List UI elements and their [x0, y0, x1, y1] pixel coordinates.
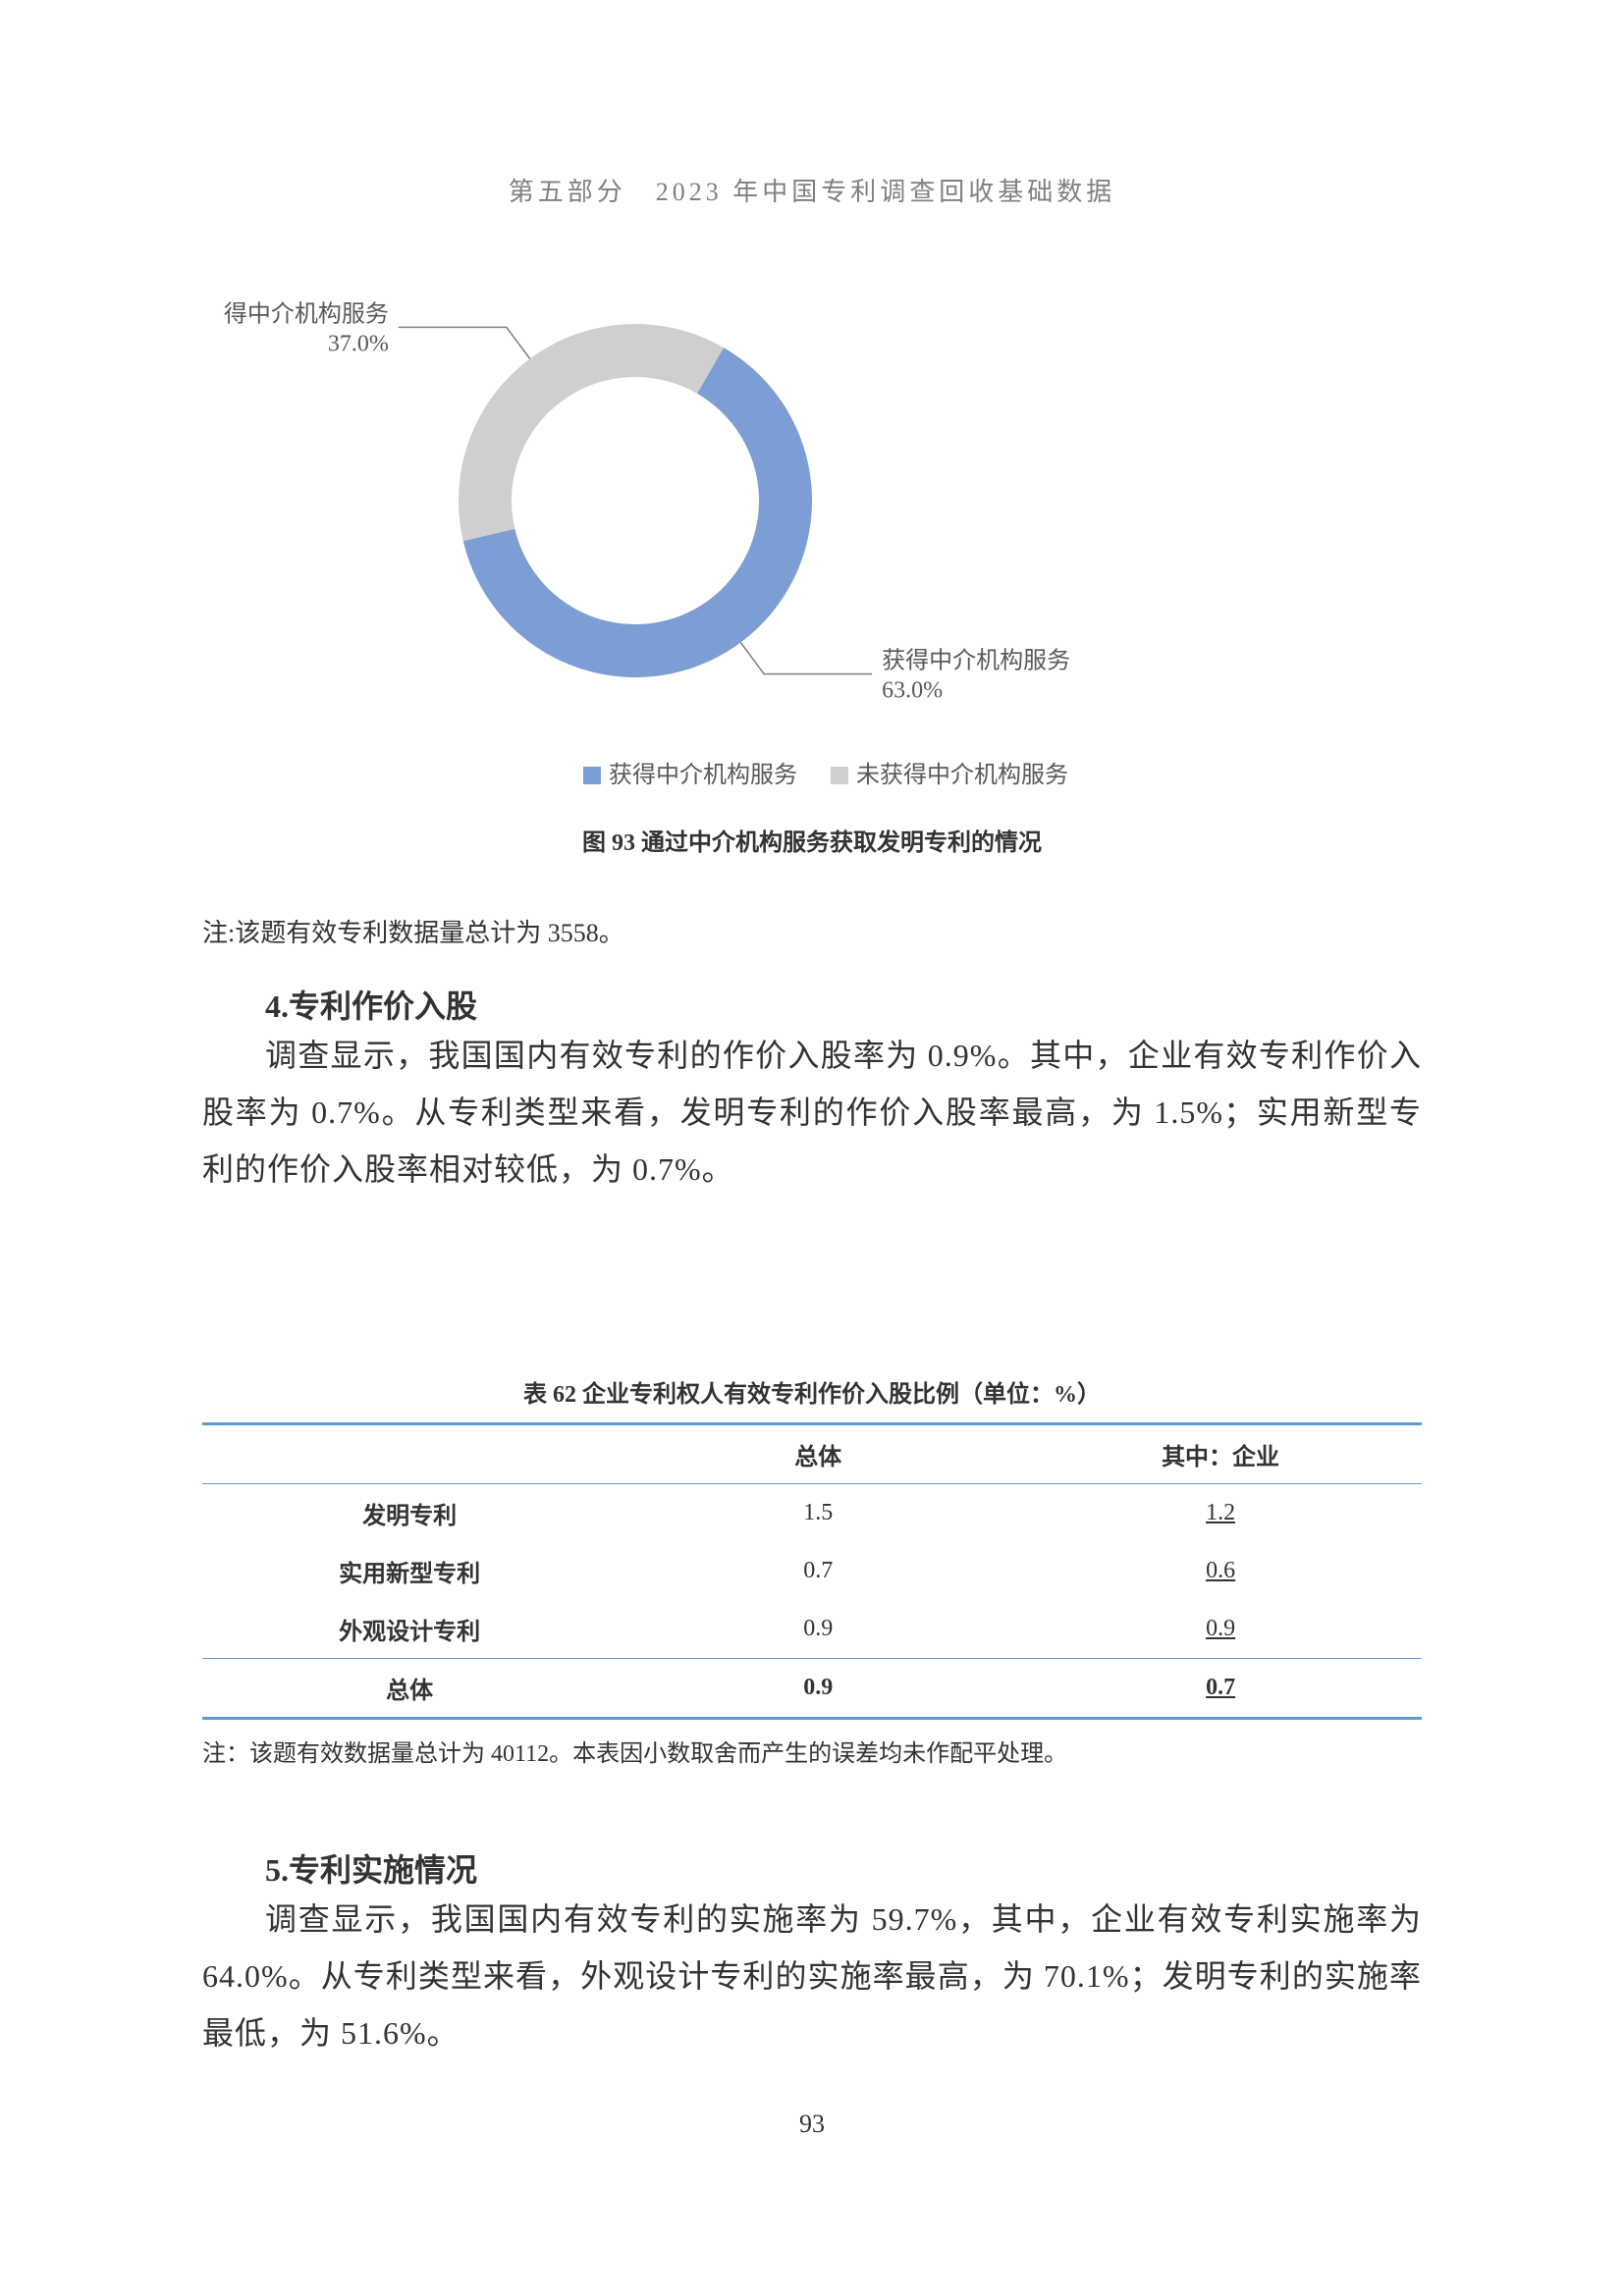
cell-enterprise: 0.7: [1019, 1659, 1422, 1719]
table-row: 外观设计专利0.90.9: [202, 1600, 1422, 1659]
cell-total: 0.9: [617, 1659, 1019, 1719]
figure-caption: 图 93 通过中介机构服务获取发明专利的情况: [0, 823, 1624, 857]
legend-chip-0: [583, 767, 601, 784]
table-row: 发明专利1.51.2: [202, 1484, 1422, 1543]
section-4-para: 调查显示，我国国内有效专利的作价入股率为 0.9%。其中，企业有效专利作价入股率…: [202, 1027, 1422, 1198]
slice-label-name-0: 获得中介机构服务: [882, 648, 1070, 674]
legend-chip-1: [831, 767, 848, 784]
page-number: 93: [0, 2109, 1624, 2139]
table-total-row: 总体0.90.7: [202, 1659, 1422, 1719]
header-sep: [626, 178, 656, 206]
table-note: 注：该题有效数据量总计为 40112。本表因小数取舍而产生的误差均未作配平处理。: [202, 1734, 1422, 1768]
cell-total: 0.7: [617, 1542, 1019, 1600]
cell-enterprise: 0.9: [1019, 1600, 1422, 1659]
table-caption: 表 62 企业专利权人有效专利作价入股比例（单位：%）: [202, 1374, 1422, 1409]
table-col-0: [202, 1424, 617, 1484]
cell-total: 0.9: [617, 1600, 1019, 1659]
legend-label-1: 未获得中介机构服务: [856, 763, 1068, 788]
cell-total: 1.5: [617, 1484, 1019, 1543]
row-label: 实用新型专利: [202, 1542, 617, 1600]
donut-slice-1: [459, 324, 724, 541]
running-header: 第五部分 2023 年中国专利调查回收基础数据: [0, 172, 1624, 208]
page-root: 第五部分 2023 年中国专利调查回收基础数据 获得中介机构服务 63.0% 未获得…: [0, 0, 1624, 2296]
row-label: 发明专利: [202, 1484, 617, 1543]
slice-label-pct-1: 37.0%: [328, 331, 389, 356]
table-row: 实用新型专利0.70.6: [202, 1542, 1422, 1600]
figure-note: 注:该题有效专利数据量总计为 3558。: [202, 913, 1422, 949]
figure-93: 获得中介机构服务 63.0% 未获得中介机构服务 37.0% 获得中介机构服务 未获得…: [0, 294, 1624, 857]
chart-legend: 获得中介机构服务 未获得中介机构服务: [0, 755, 1624, 789]
header-part: 第五部分: [509, 178, 626, 206]
leader-1: [399, 327, 530, 358]
section-5-title: 5.专利实施情况: [202, 1845, 1422, 1891]
table-62-block: 表 62 企业专利权人有效专利作价入股比例（单位：%） 总体 其中：企业 发明专…: [202, 1374, 1422, 1768]
donut-chart: 获得中介机构服务 63.0% 未获得中介机构服务 37.0%: [223, 294, 1401, 726]
row-label: 总体: [202, 1659, 617, 1719]
cell-enterprise: 1.2: [1019, 1484, 1422, 1543]
legend-label-0: 获得中介机构服务: [609, 763, 797, 788]
table-header-row: 总体 其中：企业: [202, 1424, 1422, 1484]
slice-label-name-1: 未获得中介机构服务: [223, 300, 389, 327]
section-4: 4.专利作价入股 调查显示，我国国内有效专利的作价入股率为 0.9%。其中，企业…: [202, 982, 1422, 1198]
header-title: 2023 年中国专利调查回收基础数据: [656, 178, 1116, 206]
table-62: 总体 其中：企业 发明专利1.51.2实用新型专利0.70.6外观设计专利0.9…: [202, 1422, 1422, 1720]
table-col-1: 总体: [617, 1424, 1019, 1484]
section-5-para: 调查显示，我国国内有效专利的实施率为 59.7%，其中，企业有效专利实施率为 6…: [202, 1891, 1422, 2061]
cell-enterprise: 0.6: [1019, 1542, 1422, 1600]
table-col-2: 其中：企业: [1019, 1424, 1422, 1484]
slice-label-pct-0: 63.0%: [882, 678, 943, 704]
row-label: 外观设计专利: [202, 1600, 617, 1659]
section-4-title: 4.专利作价入股: [202, 982, 1422, 1027]
section-5: 5.专利实施情况 调查显示，我国国内有效专利的实施率为 59.7%，其中，企业有…: [202, 1845, 1422, 2061]
leader-0: [740, 643, 872, 674]
